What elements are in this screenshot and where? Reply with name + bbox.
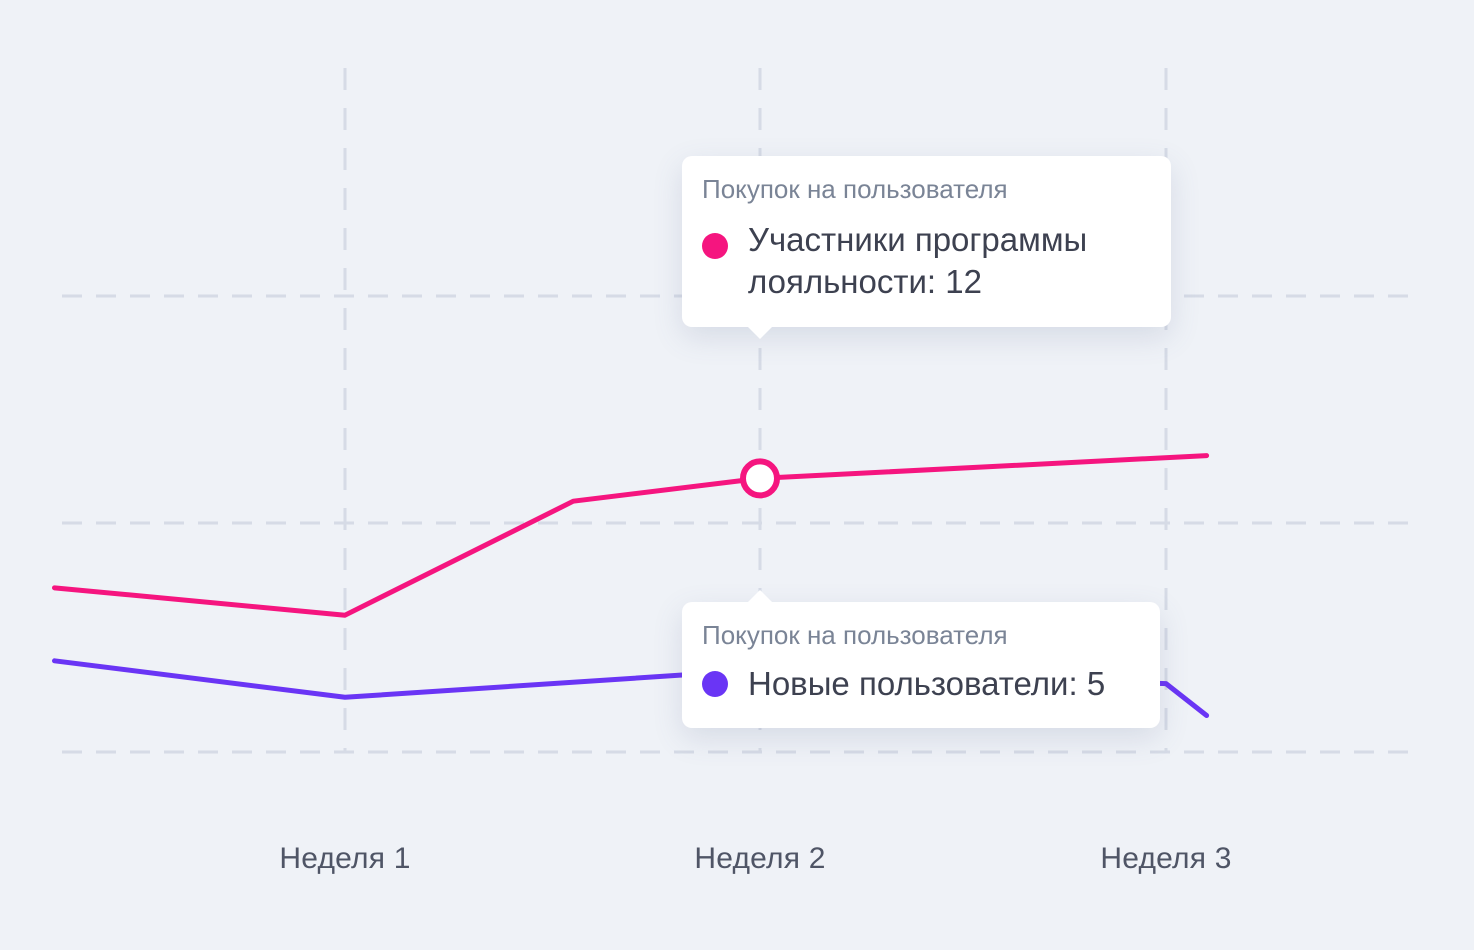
tooltip-pointer <box>748 590 772 602</box>
tooltip-loyalty-members: Покупок на пользователя Участники програ… <box>682 156 1171 339</box>
x-tick-label-week-1: Неделя 1 <box>279 842 411 875</box>
series-color-dot <box>702 671 728 697</box>
tooltip-title: Покупок на пользователя <box>702 174 1008 204</box>
series-line-loyalty-members <box>52 453 1210 618</box>
x-tick-label-week-2: Неделя 2 <box>694 842 826 875</box>
x-tick-label-week-3: Неделя 3 <box>1100 842 1232 875</box>
tooltip-series-value: 5 <box>1086 665 1106 702</box>
tooltip-pointer <box>748 327 772 339</box>
tooltip-series-value: 12 <box>945 263 982 300</box>
tooltip-entry: Участники программы лояльности: 12 <box>702 219 1149 303</box>
tooltip-series-name: Новые пользователи <box>748 665 1069 702</box>
tooltip-series-entry: Участники программы лояльности: 12 <box>748 221 1088 300</box>
tooltip-series-name: Участники программы лояльности <box>748 221 1088 300</box>
tooltip-series-entry: Новые пользователи: 5 <box>748 665 1106 702</box>
tooltip-title: Покупок на пользователя <box>702 620 1008 650</box>
highlight-point-loyalty-members <box>740 458 780 499</box>
series-color-dot <box>702 233 728 259</box>
tooltip-new-users: Покупок на пользователя Новые пользовате… <box>682 590 1160 728</box>
tooltip-entry: Новые пользователи: 5 <box>702 663 1138 705</box>
